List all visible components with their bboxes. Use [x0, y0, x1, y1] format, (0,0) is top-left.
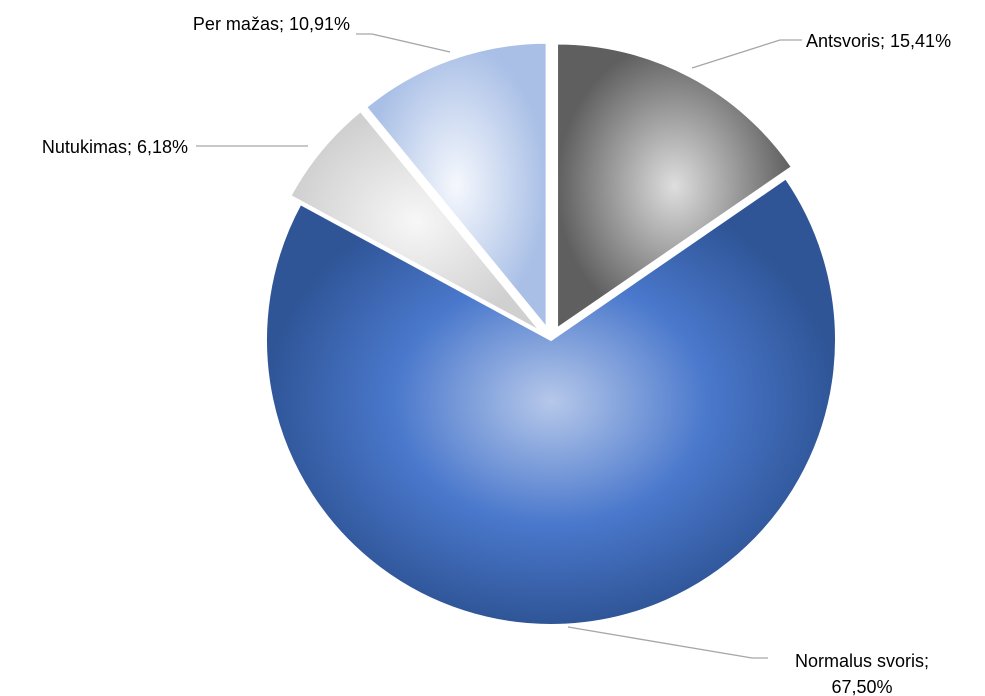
pie-slice-nutukimas	[289, 109, 542, 333]
pie-slice-per-mazas	[364, 41, 548, 331]
pie-slice-antsvoris	[556, 42, 794, 331]
data-label-per-mazas: Per mažas; 10,91%	[193, 14, 350, 34]
data-label-antsvoris: Antsvoris; 15,41%	[806, 31, 951, 51]
leader-line-antsvoris	[691, 39, 802, 69]
pie-slice-normalus-svoris	[265, 177, 837, 626]
data-label-nutukimas: Nutukimas; 6,18%	[42, 137, 188, 157]
leader-line-per-mazas	[356, 33, 451, 53]
data-label-normalus-svoris-name: Normalus svoris;	[795, 651, 929, 671]
leader-line-normalus-svoris	[567, 626, 768, 659]
data-label-normalus-svoris-value: 67,50%	[831, 677, 892, 696]
